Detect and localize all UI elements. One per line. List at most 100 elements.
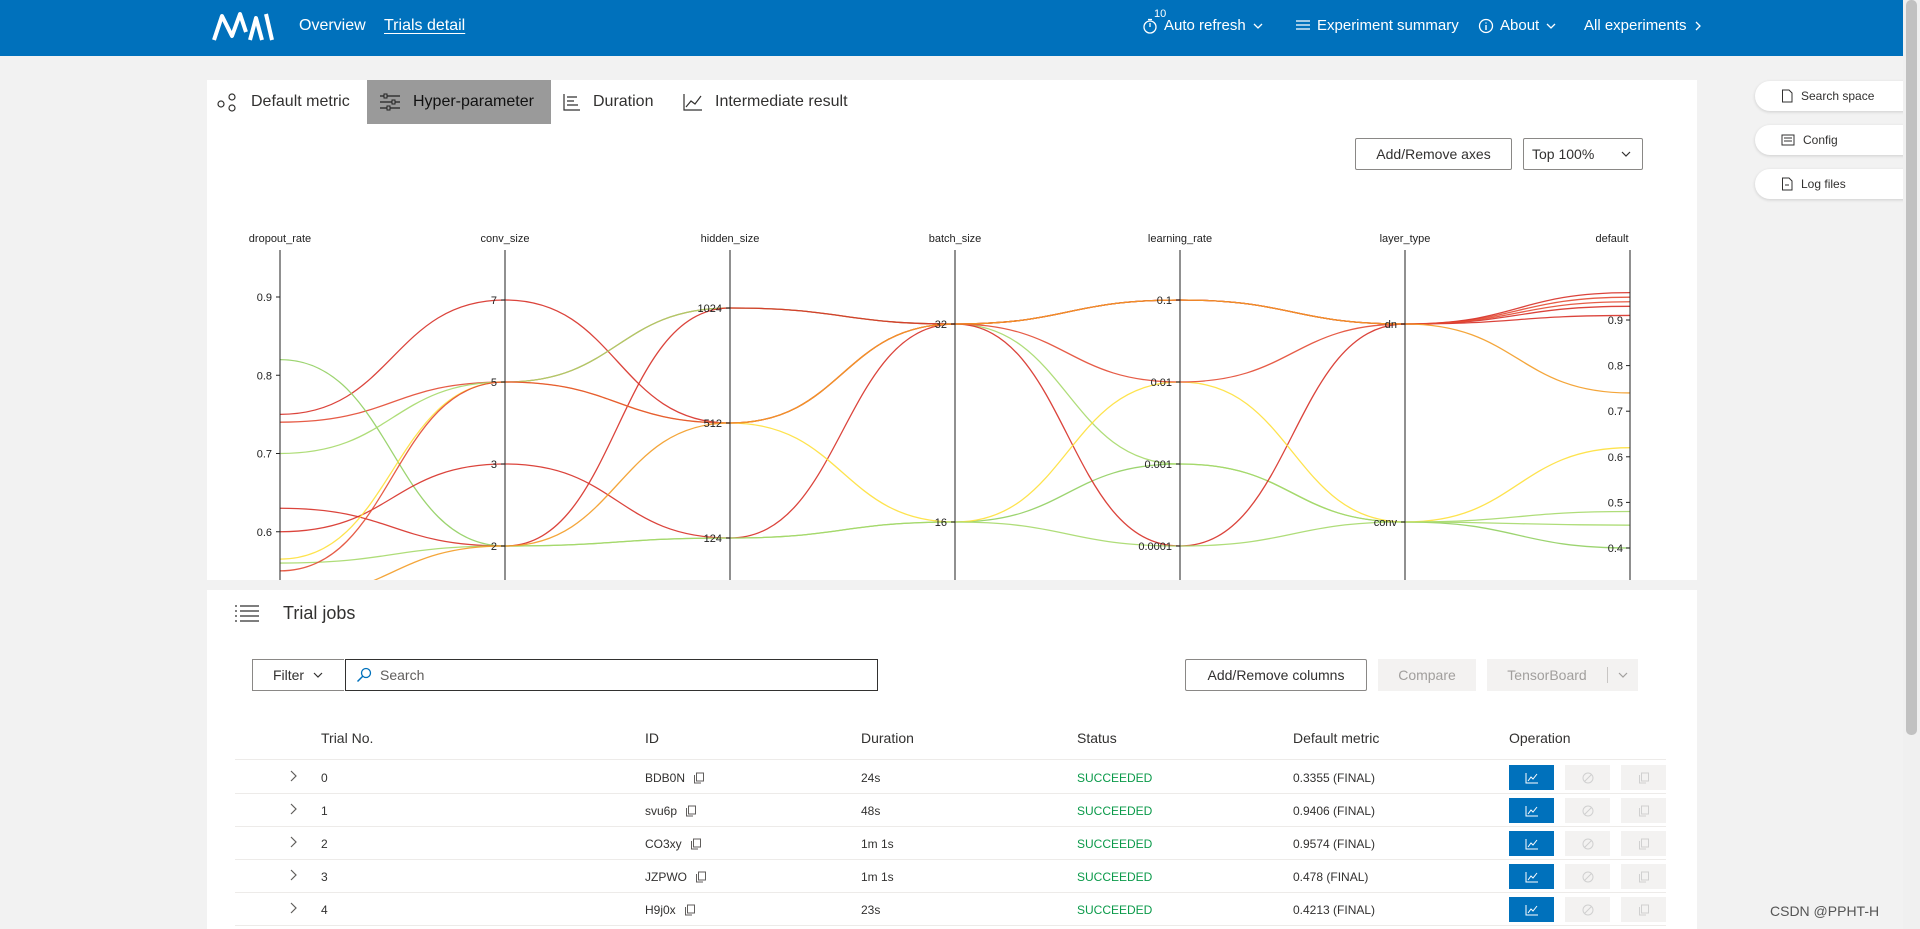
cell-id-text: H9j0x [645, 903, 676, 917]
about-dropdown[interactable]: About [1478, 17, 1557, 34]
axis-tick-label: 0.8 [257, 370, 272, 382]
parallel-coordinates-chart[interactable]: dropout_rate0.90.80.70.60.5conv_size7532… [207, 180, 1697, 580]
kill-trial-button[interactable] [1565, 897, 1610, 922]
cell-trial-no: 3 [321, 870, 328, 884]
tab-duration[interactable]: Duration [551, 80, 671, 124]
trial-detail-button[interactable] [1509, 831, 1554, 856]
line-chart-icon [1525, 838, 1538, 849]
cell-id: svu6p [645, 804, 697, 818]
cell-id: BDB0N [645, 771, 705, 785]
table-row[interactable]: 2 CO3xy 1m 1s SUCCEEDED 0.9574 (FINAL) [235, 827, 1666, 860]
table-row[interactable]: 0 BDB0N 24s SUCCEEDED 0.3355 (FINAL) [235, 761, 1666, 794]
add-remove-columns-button[interactable]: Add/Remove columns [1185, 659, 1367, 691]
nni-logo-icon[interactable] [212, 10, 274, 44]
copy-trial-button[interactable] [1621, 864, 1666, 889]
table-row[interactable]: 3 JZPWO 1m 1s SUCCEEDED 0.478 (FINAL) [235, 860, 1666, 893]
copy-trial-button[interactable] [1621, 798, 1666, 823]
top-percent-select[interactable]: Top 100% [1523, 138, 1643, 170]
compare-button[interactable]: Compare [1378, 659, 1476, 691]
copy-trial-button[interactable] [1621, 831, 1666, 856]
header-id[interactable]: ID [645, 730, 659, 746]
cell-status: SUCCEEDED [1077, 771, 1153, 785]
copy-trial-button[interactable] [1621, 765, 1666, 790]
scrollbar-thumb[interactable] [1906, 0, 1917, 735]
copy-icon[interactable] [695, 871, 707, 883]
chart-tabs: Default metric Hyper-parameter Duration … [207, 80, 871, 124]
axis-title-dropout_rate: dropout_rate [249, 233, 311, 245]
copy-icon [1638, 772, 1649, 783]
axis-tick-label: conv [1374, 517, 1398, 529]
top-nav-bar: Overview Trials detail 10 Auto refresh E… [0, 0, 1903, 56]
copy-trial-button[interactable] [1621, 897, 1666, 922]
header-status[interactable]: Status [1077, 730, 1117, 746]
config-button[interactable]: Config [1755, 125, 1915, 155]
cell-id-text: JZPWO [645, 870, 687, 884]
tab-intermediate-result[interactable]: Intermediate result [671, 80, 871, 124]
header-duration[interactable]: Duration [861, 730, 914, 746]
auto-refresh-dropdown[interactable]: Auto refresh [1142, 17, 1264, 34]
axis-tick-label: 124 [704, 533, 722, 545]
axis-tick-label: 0.9 [257, 292, 272, 304]
tab-default-metric-label: Default metric [251, 93, 350, 110]
header-default-metric[interactable]: Default metric [1293, 730, 1380, 746]
table-row[interactable]: 1 svu6p 48s SUCCEEDED 0.9406 (FINAL) [235, 794, 1666, 827]
list-icon [1296, 19, 1310, 30]
tensorboard-menu-button[interactable] [1608, 669, 1638, 681]
axis-tick-label: 2 [491, 541, 497, 553]
chevron-right-icon[interactable] [287, 802, 301, 816]
header-trial-no[interactable]: Trial No. [321, 730, 374, 746]
axis-tick-label: 0.1 [1157, 295, 1172, 307]
kill-trial-button[interactable] [1565, 798, 1610, 823]
trial-detail-button[interactable] [1509, 798, 1554, 823]
experiment-summary-button[interactable]: Experiment summary [1295, 17, 1459, 34]
chevron-right-icon[interactable] [287, 901, 301, 915]
cell-id-text: CO3xy [645, 837, 682, 851]
cancel-icon [1582, 838, 1593, 849]
copy-icon[interactable] [693, 772, 705, 784]
nav-trials-detail-link[interactable]: Trials detail [384, 17, 466, 34]
table-row[interactable]: 4 H9j0x 23s SUCCEEDED 0.4213 (FINAL) [235, 893, 1666, 926]
line-chart-icon [1525, 904, 1538, 915]
tab-default-metric[interactable]: Default metric [207, 80, 367, 124]
kill-trial-button[interactable] [1565, 831, 1610, 856]
chevron-down-icon [1546, 23, 1556, 29]
search-input[interactable] [380, 667, 860, 683]
chevron-right-icon[interactable] [287, 835, 301, 849]
tab-hyper-parameter[interactable]: Hyper-parameter [367, 80, 551, 124]
trial-detail-button[interactable] [1509, 897, 1554, 922]
kill-trial-button[interactable] [1565, 864, 1610, 889]
axis-tick-label: 0.001 [1144, 459, 1172, 471]
chevron-right-icon [1695, 21, 1701, 30]
add-remove-axes-button[interactable]: Add/Remove axes [1355, 138, 1512, 170]
filter-dropdown[interactable]: Filter [252, 659, 344, 691]
line-chart-icon [1525, 805, 1538, 816]
all-experiments-link[interactable]: All experiments [1584, 17, 1703, 34]
cell-status: SUCCEEDED [1077, 903, 1153, 917]
chevron-down-icon [1618, 672, 1628, 678]
log-files-button[interactable]: Log files [1755, 169, 1915, 199]
tensorboard-button[interactable]: TensorBoard [1487, 659, 1638, 691]
scatter-icon [217, 93, 236, 112]
tensorboard-divider [1607, 667, 1608, 683]
chevron-right-icon[interactable] [287, 868, 301, 882]
search-space-button[interactable]: Search space [1755, 81, 1915, 111]
page-scrollbar[interactable] [1903, 0, 1920, 929]
cell-id-text: BDB0N [645, 771, 686, 785]
trial-detail-button[interactable] [1509, 864, 1554, 889]
refresh-count-badge: 10 [1154, 8, 1167, 20]
axis-tick-label: 0.6 [257, 527, 272, 539]
copy-icon[interactable] [684, 904, 696, 916]
about-label: About [1500, 17, 1540, 34]
tab-duration-label: Duration [593, 93, 654, 110]
copy-icon[interactable] [690, 838, 702, 850]
copy-icon[interactable] [685, 805, 697, 817]
header-operation: Operation [1509, 730, 1571, 746]
kill-trial-button[interactable] [1565, 765, 1610, 790]
cell-duration: 48s [861, 804, 881, 818]
top-percent-value: Top 100% [1532, 146, 1595, 162]
trial-detail-button[interactable] [1509, 765, 1554, 790]
line-chart-icon [1525, 871, 1538, 882]
chevron-right-icon[interactable] [287, 769, 301, 783]
axis-tick-label: 0.7 [257, 449, 272, 461]
nav-overview-link[interactable]: Overview [299, 17, 366, 34]
